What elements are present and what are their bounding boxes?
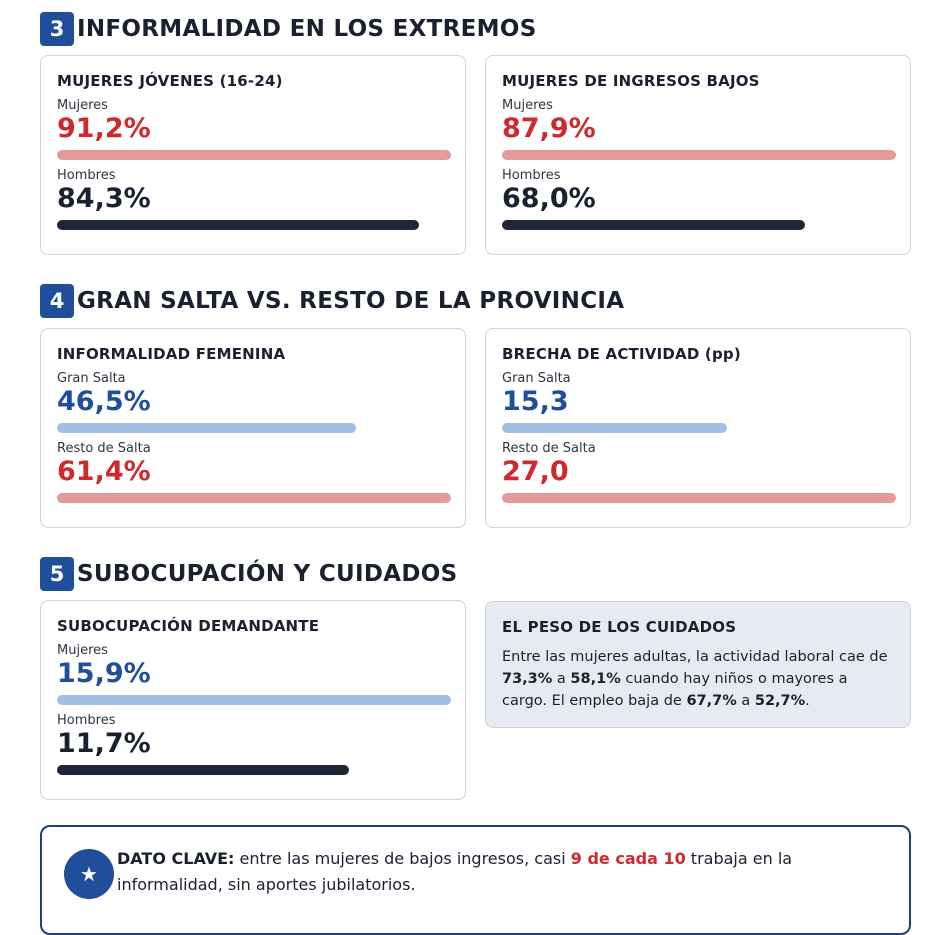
- bar-fill: [57, 765, 349, 775]
- key-fact-text: DATO CLAVE: entre las mujeres de bajos i…: [117, 849, 793, 894]
- section-number-badge: 3: [40, 12, 74, 46]
- row-label: Mujeres: [57, 98, 108, 113]
- card-title: SUBOCUPACIÓN DEMANDANTE: [57, 617, 320, 635]
- section-5-header: 5 SUBOCUPACIÓN Y CUIDADOS: [40, 557, 457, 591]
- row-value: 84,3%: [57, 183, 151, 214]
- bar-track: [57, 493, 451, 503]
- bar-track: [502, 150, 896, 160]
- card-female-informality: INFORMALIDAD FEMENINA Gran Salta 46,5% R…: [40, 328, 466, 528]
- card-title: MUJERES DE INGRESOS BAJOS: [502, 72, 760, 90]
- section-number-badge: 4: [40, 284, 74, 318]
- card-low-income: MUJERES DE INGRESOS BAJOS Mujeres 87,9% …: [485, 55, 911, 255]
- row-value: 91,2%: [57, 113, 151, 144]
- row-label: Resto de Salta: [502, 441, 596, 456]
- section-3-header: 3 INFORMALIDAD EN LOS EXTREMOS: [40, 12, 537, 46]
- row-value: 68,0%: [502, 183, 596, 214]
- row-value: 27,0: [502, 456, 569, 487]
- bar-fill: [502, 493, 896, 503]
- section-title: GRAN SALTA VS. RESTO DE LA PROVINCIA: [77, 288, 625, 314]
- row-label: Gran Salta: [502, 371, 571, 386]
- note-text: Entre las mujeres adultas, la actividad …: [502, 649, 888, 709]
- bar-fill: [57, 220, 420, 230]
- row-label: Gran Salta: [57, 371, 126, 386]
- card-title: BRECHA DE ACTIVIDAD (pp): [502, 345, 741, 363]
- card-title: INFORMALIDAD FEMENINA: [57, 345, 286, 363]
- bar-track: [57, 423, 451, 433]
- row-label: Mujeres: [57, 643, 108, 658]
- section-4-header: 4 GRAN SALTA VS. RESTO DE LA PROVINCIA: [40, 284, 624, 318]
- star-icon: ★: [64, 849, 114, 899]
- bar-fill: [57, 493, 451, 503]
- bar-fill: [502, 150, 896, 160]
- card-underemployment: SUBOCUPACIÓN DEMANDANTE Mujeres 15,9% Ho…: [40, 600, 466, 800]
- care-note-card: EL PESO DE LOS CUIDADOS Entre las mujere…: [485, 601, 911, 728]
- note-title: EL PESO DE LOS CUIDADOS: [502, 618, 737, 636]
- row-label: Hombres: [57, 168, 116, 183]
- section-title: INFORMALIDAD EN LOS EXTREMOS: [77, 16, 537, 42]
- bar-fill: [57, 423, 357, 433]
- section-number-badge: 5: [40, 557, 74, 591]
- row-label: Hombres: [502, 168, 561, 183]
- card-title: MUJERES JÓVENES (16-24): [57, 72, 283, 90]
- bar-track: [502, 493, 896, 503]
- bar-fill: [502, 220, 806, 230]
- section-title: SUBOCUPACIÓN Y CUIDADOS: [77, 561, 458, 587]
- bar-fill: [57, 695, 451, 705]
- row-label: Resto de Salta: [57, 441, 151, 456]
- bar-fill: [57, 150, 451, 160]
- row-label: Hombres: [57, 713, 116, 728]
- row-value: 15,3: [502, 386, 569, 417]
- row-value: 61,4%: [57, 456, 151, 487]
- card-activity-gap: BRECHA DE ACTIVIDAD (pp) Gran Salta 15,3…: [485, 328, 911, 528]
- key-fact-box: ★ DATO CLAVE: entre las mujeres de bajos…: [40, 825, 911, 935]
- bar-track: [57, 150, 451, 160]
- row-value: 11,7%: [57, 728, 151, 759]
- bar-fill: [502, 423, 727, 433]
- card-young-women: MUJERES JÓVENES (16-24) Mujeres 91,2% Ho…: [40, 55, 466, 255]
- bar-track: [502, 423, 896, 433]
- bar-track: [502, 220, 896, 230]
- row-value: 46,5%: [57, 386, 151, 417]
- row-value: 87,9%: [502, 113, 596, 144]
- bar-track: [57, 695, 451, 705]
- bar-track: [57, 220, 451, 230]
- row-label: Mujeres: [502, 98, 553, 113]
- bar-track: [57, 765, 451, 775]
- row-value: 15,9%: [57, 658, 151, 689]
